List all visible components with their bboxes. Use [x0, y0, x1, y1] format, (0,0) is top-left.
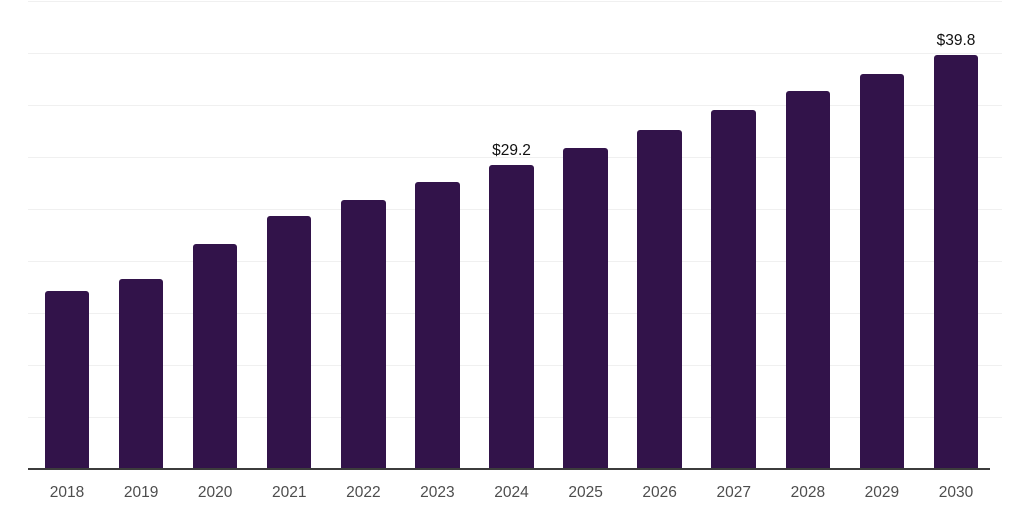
- x-axis-line: [28, 468, 990, 470]
- bar-2020: [192, 244, 238, 469]
- x-tick-label: 2023: [420, 484, 455, 501]
- bar-2022: [341, 199, 386, 469]
- x-tick-label: 2019: [123, 484, 159, 501]
- gridline: [28, 157, 1002, 158]
- gridline: [28, 1, 1002, 2]
- bar-2028: [785, 91, 831, 469]
- bar-value-label: $29.2: [492, 142, 531, 160]
- x-tick-label: 2022: [346, 484, 381, 501]
- plot-area: $29.2 $39.8: [28, 1, 1002, 470]
- x-tick-label: 2030: [938, 484, 974, 501]
- x-tick-label: 2021: [271, 484, 307, 501]
- gridline: [28, 53, 1002, 54]
- bar-2030: [933, 55, 979, 469]
- bar-2029: [859, 73, 905, 469]
- bar-2026: [637, 129, 682, 469]
- x-tick-label: 2029: [864, 484, 900, 501]
- bar-2025: [563, 147, 608, 469]
- bar-2019: [118, 278, 164, 469]
- bar-2027: [711, 110, 756, 469]
- bar-2018: [44, 291, 90, 469]
- gridline: [28, 105, 1002, 106]
- x-tick-label: 2026: [642, 484, 677, 501]
- bar-2024: [489, 165, 534, 469]
- bar-value-label: $39.8: [936, 32, 976, 50]
- bar-2021: [266, 216, 312, 469]
- x-tick-label: 2020: [197, 484, 233, 501]
- x-tick-label: 2028: [790, 484, 826, 501]
- x-tick-label: 2027: [716, 484, 751, 501]
- x-tick-label: 2025: [568, 484, 603, 501]
- bar-2023: [415, 181, 460, 469]
- x-tick-label: 2018: [49, 484, 85, 501]
- x-tick-label: 2024: [494, 484, 529, 501]
